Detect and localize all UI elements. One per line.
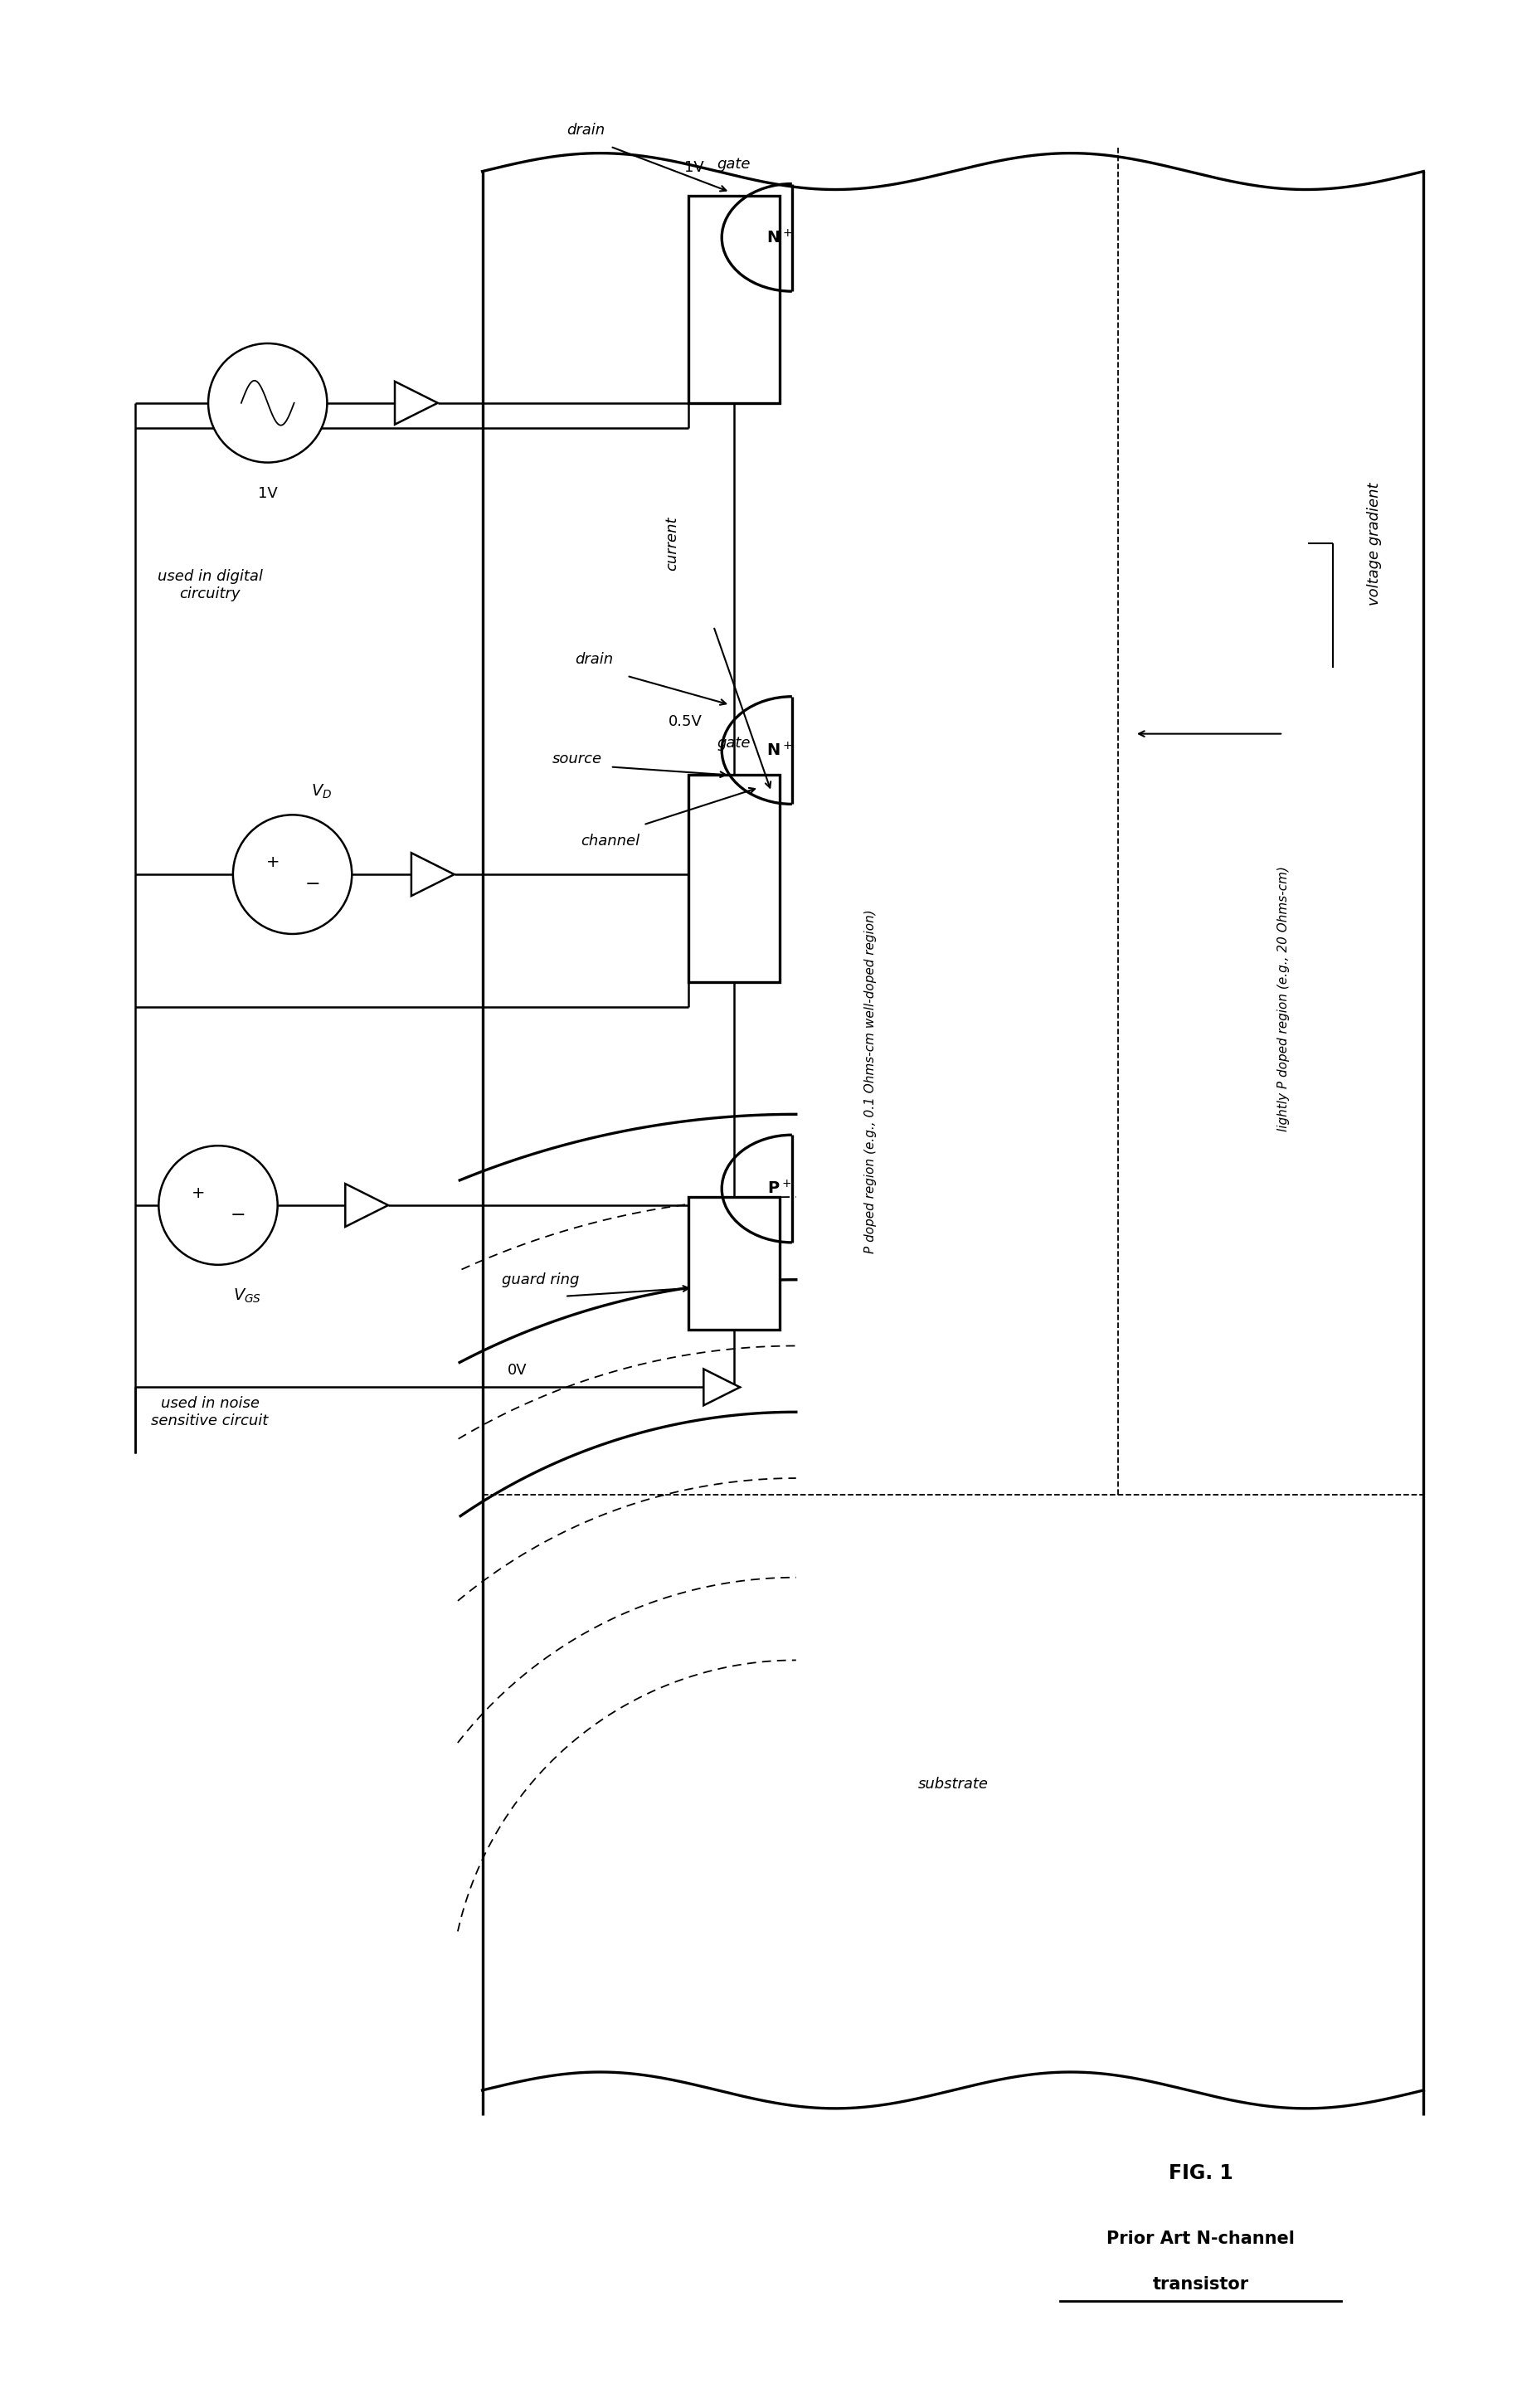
Polygon shape bbox=[703, 1370, 740, 1406]
Text: gate: gate bbox=[717, 157, 750, 171]
Text: 0V: 0V bbox=[507, 1363, 527, 1377]
Text: drain: drain bbox=[566, 123, 604, 137]
Bar bbox=[689, 775, 779, 982]
Bar bbox=[689, 195, 779, 402]
Text: 0.5V: 0.5V bbox=[668, 713, 702, 730]
Text: channel: channel bbox=[581, 833, 639, 848]
Bar bbox=[689, 1197, 779, 1329]
Text: Prior Art N-channel: Prior Art N-channel bbox=[1106, 2230, 1295, 2247]
Text: 1V: 1V bbox=[257, 486, 277, 501]
Text: drain: drain bbox=[575, 653, 613, 667]
Text: N$^+$: N$^+$ bbox=[767, 229, 793, 246]
Text: source: source bbox=[552, 751, 603, 766]
Polygon shape bbox=[411, 852, 454, 896]
Text: current: current bbox=[665, 515, 680, 571]
Text: used in noise
sensitive circuit: used in noise sensitive circuit bbox=[151, 1397, 268, 1428]
Circle shape bbox=[158, 1146, 277, 1264]
Polygon shape bbox=[394, 380, 438, 424]
Text: −: − bbox=[304, 877, 320, 893]
Text: +: + bbox=[192, 1185, 205, 1202]
Text: P doped region (e.g., 0.1 Ohms-cm well-doped region): P doped region (e.g., 0.1 Ohms-cm well-d… bbox=[864, 910, 877, 1252]
Text: used in digital
circuitry: used in digital circuitry bbox=[157, 568, 262, 602]
Text: FIG. 1: FIG. 1 bbox=[1169, 2162, 1233, 2184]
Circle shape bbox=[209, 344, 327, 462]
Text: substrate: substrate bbox=[918, 1777, 988, 1792]
Text: P$^+$: P$^+$ bbox=[767, 1180, 791, 1197]
Polygon shape bbox=[345, 1185, 388, 1226]
Text: $V_D$: $V_D$ bbox=[310, 783, 332, 799]
Text: guard ring: guard ring bbox=[501, 1271, 578, 1288]
Text: transistor: transistor bbox=[1152, 2276, 1250, 2292]
Text: $V_{GS}$: $V_{GS}$ bbox=[233, 1288, 262, 1305]
Text: 1V: 1V bbox=[685, 159, 705, 176]
Text: N$^+$: N$^+$ bbox=[767, 742, 793, 759]
Text: lightly P doped region (e.g., 20 Ohms-cm): lightly P doped region (e.g., 20 Ohms-cm… bbox=[1277, 867, 1289, 1132]
Text: gate: gate bbox=[717, 734, 750, 751]
Text: −: − bbox=[230, 1206, 245, 1223]
Circle shape bbox=[233, 814, 352, 934]
Text: voltage gradient: voltage gradient bbox=[1367, 482, 1382, 604]
Text: +: + bbox=[266, 855, 280, 869]
